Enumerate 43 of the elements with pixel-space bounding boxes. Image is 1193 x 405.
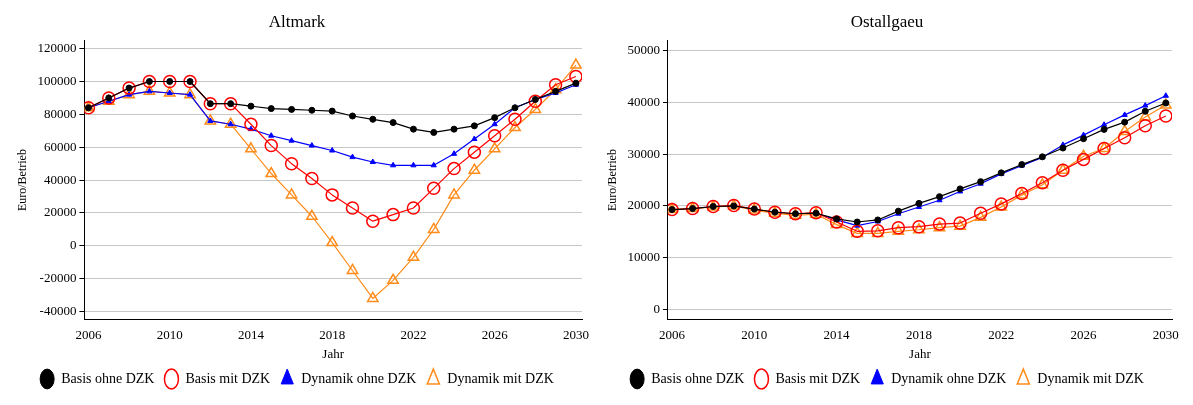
legend-label: Dynamik mit DZK — [447, 370, 554, 386]
legend-label: Basis mit DZK — [185, 370, 271, 386]
legend-label: Dynamik ohne DZK — [301, 370, 417, 386]
x-tick-label: 2022 — [988, 327, 1015, 343]
x-tick-label: 2030 — [562, 327, 589, 343]
x-tick-label: 2026 — [481, 327, 509, 343]
chart-title: Altmark — [268, 11, 326, 31]
x-tick-label: 2022 — [400, 327, 427, 343]
y-tick-label: 80000 — [43, 105, 77, 121]
x-tick-label: 2014 — [237, 327, 265, 343]
x-tick-label: 2010 — [741, 327, 768, 343]
legend-label: Basis ohne DZK — [651, 370, 745, 386]
x-tick-label: 2030 — [1152, 327, 1179, 343]
y-tick-label: 50000 — [627, 42, 660, 58]
y-tick-label: 0 — [653, 300, 660, 316]
x-tick-label: 2014 — [823, 327, 851, 343]
y-tick-label: 10000 — [627, 249, 660, 265]
y-tick-label: 20000 — [627, 197, 660, 213]
y-tick-label: 20000 — [43, 204, 77, 220]
y-tick-label: -20000 — [39, 270, 77, 286]
x-tick-label: 2006 — [75, 327, 102, 343]
x-axis-title: Jahr — [322, 345, 345, 361]
y-tick-label: 0 — [69, 237, 77, 253]
y-tick-label: 30000 — [627, 145, 660, 161]
x-tick-label: 2010 — [156, 327, 183, 343]
y-tick-label: 100000 — [37, 72, 77, 88]
legend-label: Basis mit DZK — [775, 370, 861, 386]
x-axis-title: Jahr — [909, 345, 932, 361]
x-tick-label: 2018 — [319, 327, 346, 343]
y-tick-label: 40000 — [43, 171, 77, 187]
y-tick-label: 120000 — [37, 40, 77, 56]
y-tick-label: 40000 — [627, 93, 660, 109]
y-tick-label: -40000 — [39, 303, 77, 318]
y-axis-title: Euro/Betrieb — [15, 149, 30, 212]
x-tick-label: 2018 — [905, 327, 932, 343]
legend-label: Basis ohne DZK — [61, 370, 155, 386]
y-tick-label: 60000 — [43, 138, 77, 154]
x-tick-label: 2006 — [659, 327, 686, 343]
chart-title: Ostallgaeu — [850, 11, 924, 31]
legend-label: Dynamik mit DZK — [1037, 370, 1144, 386]
legend-label: Dynamik ohne DZK — [891, 370, 1007, 386]
x-tick-label: 2026 — [1070, 327, 1098, 343]
y-axis-title: Euro/Betrieb — [605, 149, 620, 212]
